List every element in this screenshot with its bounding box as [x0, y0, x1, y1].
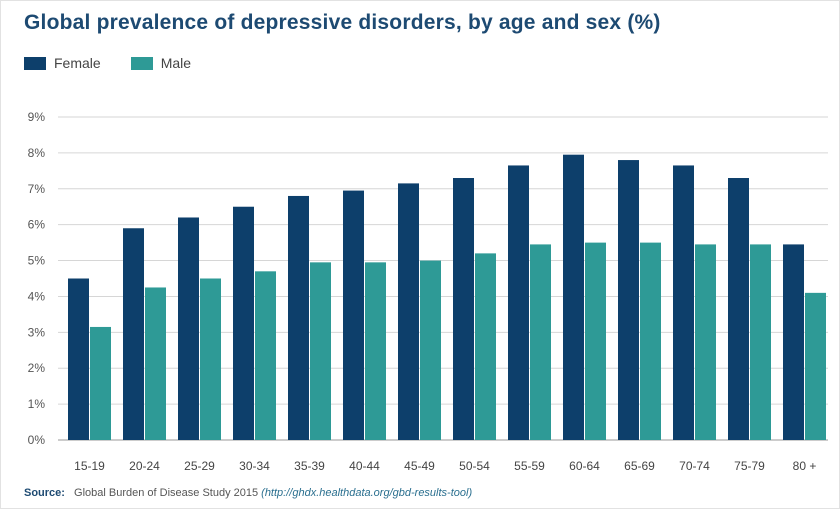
bar-male	[530, 244, 551, 440]
x-tick-label: 50-54	[459, 459, 490, 473]
x-tick-label: 40-44	[349, 459, 380, 473]
bar-male	[640, 242, 661, 440]
y-tick-label: 3%	[28, 325, 46, 339]
legend-swatch-female	[24, 56, 46, 70]
x-tick-label: 80 +	[793, 459, 817, 473]
bar-male	[420, 260, 441, 440]
x-tick-label: 45-49	[404, 459, 435, 473]
bar-female	[398, 183, 419, 440]
y-tick-label: 4%	[28, 289, 46, 303]
bar-female	[783, 244, 804, 440]
y-tick-label: 5%	[28, 254, 46, 268]
x-tick-label: 55-59	[514, 459, 545, 473]
y-tick-label: 6%	[28, 218, 46, 232]
y-tick-label: 7%	[28, 182, 46, 196]
bar-female	[343, 190, 364, 440]
bar-male	[805, 292, 826, 440]
bar-male	[145, 287, 166, 440]
x-tick-label: 15-19	[74, 459, 105, 473]
bar-female	[233, 206, 254, 440]
bar-female	[563, 154, 584, 440]
source-label: Source:	[24, 487, 65, 499]
bar-chart: 0% 1% 2% 3% 4% 5% 6% 7% 8% 9% 15-19 20-24 25-29 30-34…	[28, 110, 828, 473]
legend-swatch-male	[130, 56, 153, 70]
x-tick-label: 30-34	[239, 459, 270, 473]
bar-female	[728, 178, 749, 440]
bar-male	[695, 244, 716, 440]
source-text: Global Burden of Disease Study 2015	[74, 487, 259, 499]
bar-female	[288, 195, 309, 440]
bar-male	[310, 262, 331, 440]
bar-male	[90, 326, 111, 440]
legend-item-male: Male	[130, 55, 192, 71]
x-tick-label: 60-64	[569, 459, 600, 473]
x-tick-label: 75-79	[734, 459, 765, 473]
bar-male	[365, 262, 386, 440]
bar-female	[68, 278, 89, 440]
legend-label-female: Female	[54, 55, 101, 71]
x-tick-label: 35-39	[294, 459, 325, 473]
y-tick-label: 8%	[28, 146, 46, 160]
source-note: Source: Global Burden of Disease Study 2…	[24, 487, 472, 499]
legend-label-male: Male	[160, 55, 192, 71]
bar-female	[618, 160, 639, 441]
bar-male	[255, 271, 276, 440]
bar-female	[673, 165, 694, 440]
y-tick-label: 0%	[28, 433, 46, 447]
x-tick-label: 70-74	[679, 459, 710, 473]
bar-female	[123, 228, 144, 440]
bar-male	[200, 278, 221, 440]
legend-item-female: Female	[24, 55, 101, 71]
bar-male	[750, 244, 771, 440]
legend: Female Male	[24, 55, 221, 71]
x-tick-label: 25-29	[184, 459, 215, 473]
x-tick-label: 65-69	[624, 459, 655, 473]
source-url: (http://ghdx.healthdata.org/gbd-results-…	[261, 487, 473, 499]
x-tick-label: 20-24	[129, 459, 160, 473]
y-tick-label: 1%	[28, 397, 46, 411]
bar-male	[585, 242, 606, 440]
bar-male	[475, 253, 496, 440]
y-tick-label: 9%	[28, 110, 46, 124]
bar-female	[453, 178, 474, 440]
bar-female	[508, 165, 529, 440]
chart-title: Global prevalence of depressive disorder…	[24, 11, 661, 34]
y-tick-label: 2%	[28, 361, 46, 375]
bar-female	[178, 217, 199, 440]
